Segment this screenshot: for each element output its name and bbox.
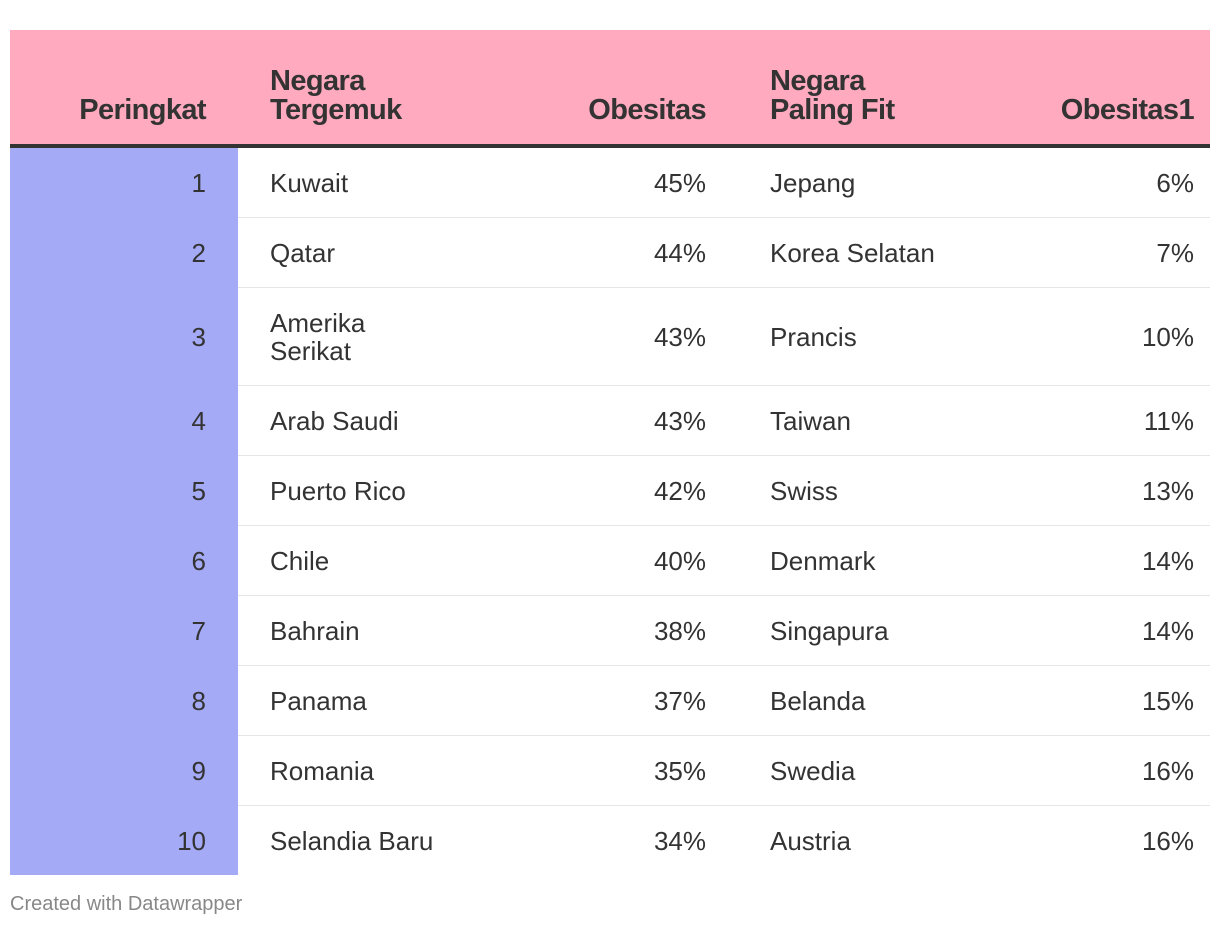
cell-fittest-obesity: 16% xyxy=(970,735,1210,806)
cell-fattest-obesity: 42% xyxy=(488,455,720,526)
cell-fattest-obesity: 38% xyxy=(488,595,720,666)
cell-fittest-obesity: 14% xyxy=(970,595,1210,666)
header-fattest-line1: Negara xyxy=(270,65,365,97)
cell-fittest-country: Swedia xyxy=(720,735,970,806)
table-row: 6 Chile 40% Denmark 14% xyxy=(10,525,1210,596)
cell-fittest-country: Jepang xyxy=(720,146,970,218)
cell-fittest-country: Singapura xyxy=(720,595,970,666)
cell-fattest-obesity: 37% xyxy=(488,665,720,736)
header-fattest-obesity-label: Obesitas xyxy=(588,94,706,126)
cell-fattest-country: Amerika Serikat xyxy=(238,287,488,386)
cell-fattest-country: Selandia Baru xyxy=(270,825,434,856)
header-rank[interactable]: Peringkat xyxy=(10,30,238,148)
cell-fattest-obesity: 44% xyxy=(488,217,720,288)
cell-fattest-country: Kuwait xyxy=(238,146,488,218)
cell-fittest-obesity: 16% xyxy=(1141,825,1194,856)
cell-fattest-obesity: 43% xyxy=(488,385,720,456)
table-row: 10 Selandia Baru 34% Austria 16% xyxy=(10,805,1210,875)
cell-fittest-obesity: 10% xyxy=(970,287,1210,386)
cell-rank: 10 xyxy=(10,805,238,875)
table-row: 9 Romania 35% Swedia 16% xyxy=(10,735,1210,806)
cell-fittest-obesity: 6% xyxy=(970,146,1210,218)
cell-fattest-country: Chile xyxy=(238,525,488,596)
cell-rank: 6 xyxy=(10,525,238,596)
header-fattest-obesity[interactable]: Obesitas xyxy=(488,30,720,148)
cell-fattest-obesity: 40% xyxy=(488,525,720,596)
table-row: 8 Panama 37% Belanda 15% xyxy=(10,665,1210,736)
cell-fattest-country: Bahrain xyxy=(238,595,488,666)
cell-fattest-country: Qatar xyxy=(238,217,488,288)
cell-rank: 7 xyxy=(10,595,238,666)
cell-rank: 2 xyxy=(10,217,238,288)
cell-fattest-obesity: 35% xyxy=(488,735,720,806)
cell-fittest-obesity: 7% xyxy=(970,217,1210,288)
cell-fittest-country: Prancis xyxy=(720,287,970,386)
table-row: 5 Puerto Rico 42% Swiss 13% xyxy=(10,455,1210,526)
header-fattest-line2: Tergemuk xyxy=(270,94,402,126)
cell-fattest-obesity: 45% xyxy=(488,146,720,218)
table-row: 3 Amerika Serikat 43% Prancis 10% xyxy=(10,287,1210,386)
cell-fittest-obesity: 13% xyxy=(970,455,1210,526)
header-row: Peringkat Negara Tergemuk Obesitas Negar… xyxy=(10,30,1210,148)
header-fittest-line2: Paling Fit xyxy=(770,94,895,126)
table-header: Peringkat Negara Tergemuk Obesitas Negar… xyxy=(10,30,1210,148)
cell-fattest-obesity: 34% xyxy=(653,825,706,856)
cell-fittest-country: Denmark xyxy=(720,525,970,596)
header-fittest-line1: Negara xyxy=(770,65,865,97)
table-row: 2 Qatar 44% Korea Selatan 7% xyxy=(10,217,1210,288)
cell-rank: 3 xyxy=(10,287,238,386)
cell-fittest-country: Belanda xyxy=(720,665,970,736)
table-row: 7 Bahrain 38% Singapura 14% xyxy=(10,595,1210,666)
datawrapper-credit: Created with Datawrapper xyxy=(10,893,243,915)
table-body: 1 Kuwait 45% Jepang 6% 2 Qatar 44% Korea… xyxy=(10,146,1210,875)
header-fittest-country[interactable]: Negara Paling Fit xyxy=(720,30,970,148)
header-fittest-obesity-label: Obesitas1 xyxy=(1060,94,1195,126)
cell-fittest-country: Korea Selatan xyxy=(720,217,970,288)
cell-fittest-obesity: 11% xyxy=(970,385,1210,456)
cell-fattest-country: Arab Saudi xyxy=(238,385,488,456)
cell-rank: 4 xyxy=(10,385,238,456)
cell-fittest-country: Taiwan xyxy=(720,385,970,456)
cell-fattest-country: Romania xyxy=(238,735,488,806)
cell-rank: 5 xyxy=(10,455,238,526)
header-fattest-country[interactable]: Negara Tergemuk xyxy=(238,30,488,148)
cell-fattest-country: Panama xyxy=(238,665,488,736)
cell-fittest-obesity: 14% xyxy=(970,525,1210,596)
header-fittest-obesity[interactable]: Obesitas1 xyxy=(970,30,1210,148)
cell-fittest-country: Austria xyxy=(770,825,851,856)
cell-rank: 1 xyxy=(10,146,238,218)
header-rank-label: Peringkat xyxy=(79,94,206,126)
table-row: 1 Kuwait 45% Jepang 6% xyxy=(10,146,1210,218)
cell-fattest-country: Puerto Rico xyxy=(238,455,488,526)
cell-fittest-obesity: 15% xyxy=(970,665,1210,736)
cell-fattest-country-text: Amerika Serikat xyxy=(270,307,366,366)
table-row: 4 Arab Saudi 43% Taiwan 11% xyxy=(10,385,1210,456)
obesity-ranking-table: Peringkat Negara Tergemuk Obesitas Negar… xyxy=(10,30,1210,875)
cell-fittest-country: Swiss xyxy=(720,455,970,526)
cell-rank: 8 xyxy=(10,665,238,736)
cell-fattest-obesity: 43% xyxy=(488,287,720,386)
cell-rank: 9 xyxy=(10,735,238,806)
